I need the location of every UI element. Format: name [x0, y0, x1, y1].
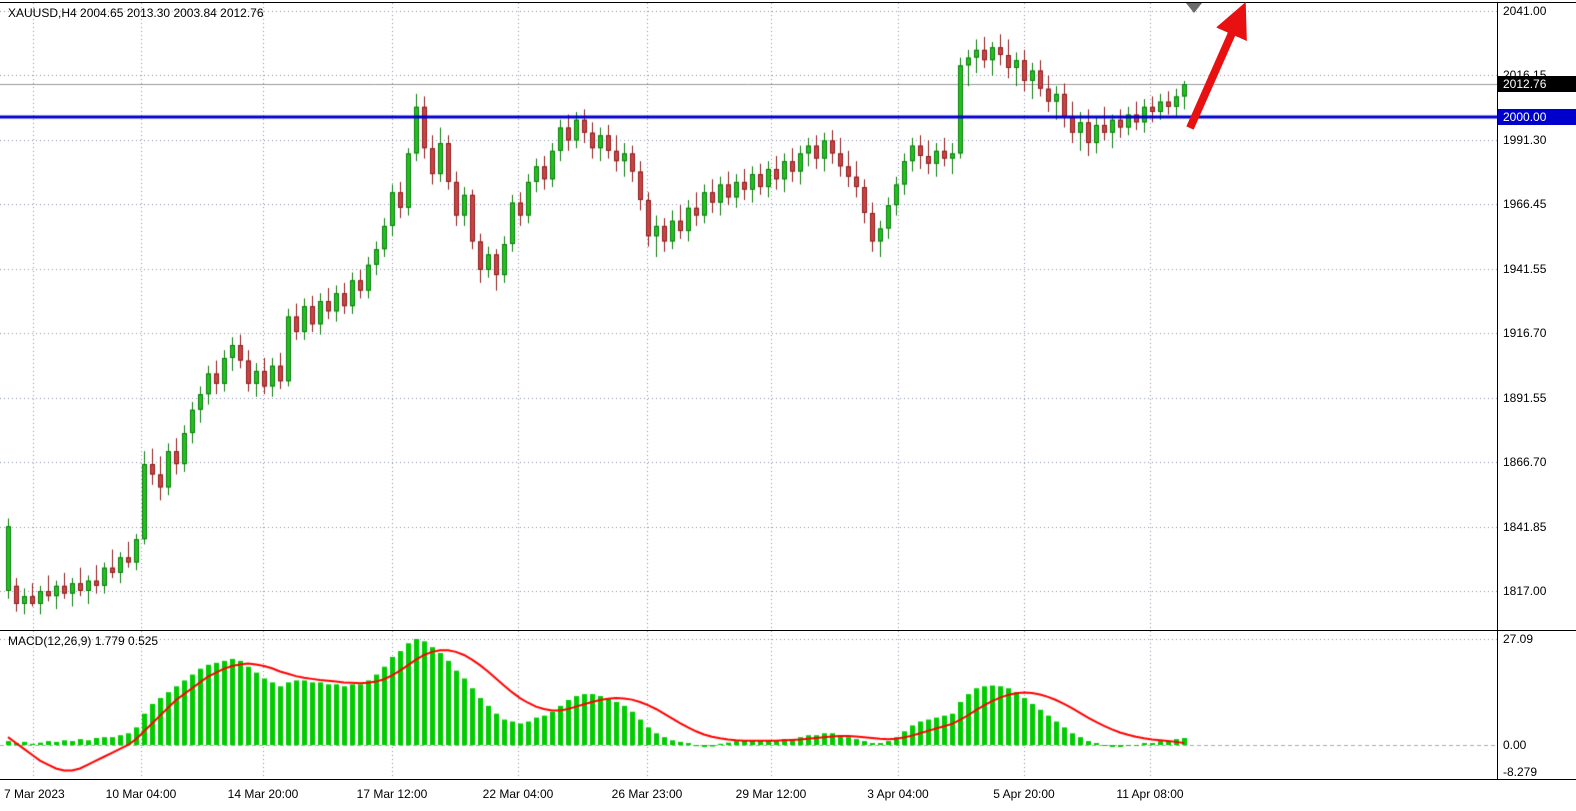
macd-panel-divider[interactable] — [0, 630, 1576, 631]
time-axis-label: 17 Mar 12:00 — [356, 787, 428, 801]
time-axis-label: 3 Apr 04:00 — [867, 787, 929, 801]
price-axis-label: 1966.45 — [1503, 197, 1547, 212]
price-axis-label: 1891.55 — [1503, 390, 1547, 405]
macd-indicator-label: MACD(12,26,9) 1.779 0.525 — [8, 634, 159, 648]
price-axis-label: 1991.30 — [1503, 132, 1547, 147]
macd-axis-label: 0.00 — [1503, 738, 1527, 752]
macd-axis-label: -8.279 — [1503, 765, 1538, 779]
price-axis-label: 1841.85 — [1503, 519, 1547, 534]
price-axis-label: 1866.70 — [1503, 455, 1547, 470]
chart-shift-marker-icon[interactable] — [1186, 3, 1202, 13]
macd-axis-label: 27.09 — [1503, 632, 1534, 646]
time-axis-label: 29 Mar 12:00 — [735, 787, 807, 801]
price-axis[interactable]: 2041.00 2016.15 1991.30 1966.45 1941.55 … — [1498, 0, 1576, 811]
hline-price-badge: 2000.00 — [1498, 109, 1576, 126]
time-axis-label: 5 Apr 20:00 — [993, 787, 1055, 801]
time-axis-label: 10 Mar 04:00 — [105, 787, 177, 801]
price-chart-canvas[interactable] — [0, 3, 1497, 630]
trend-arrow-annotation[interactable] — [1140, 0, 1290, 140]
price-axis-label: 2041.00 — [1503, 4, 1547, 18]
time-axis-label: 22 Mar 04:00 — [482, 787, 554, 801]
time-axis-label: 26 Mar 23:00 — [611, 787, 683, 801]
current-price-badge: 2012.76 — [1498, 76, 1576, 93]
price-axis-divider — [1497, 3, 1498, 779]
symbol-ohlc-label: XAUUSD,H4 2004.65 2013.30 2003.84 2012.7… — [8, 6, 264, 20]
top-border-line — [0, 2, 1576, 3]
time-axis-divider — [0, 779, 1576, 780]
time-axis[interactable]: 7 Mar 2023 10 Mar 04:00 14 Mar 20:00 17 … — [0, 780, 1497, 811]
price-axis-label: 1941.55 — [1503, 261, 1547, 276]
time-axis-label: 14 Mar 20:00 — [227, 787, 299, 801]
price-axis-label: 1817.00 — [1503, 584, 1547, 598]
macd-panel-canvas[interactable] — [0, 631, 1497, 779]
time-axis-label: 11 Apr 08:00 — [1116, 787, 1184, 801]
price-axis-label: 1916.70 — [1503, 326, 1547, 341]
time-axis-label: 7 Mar 2023 — [4, 787, 65, 801]
